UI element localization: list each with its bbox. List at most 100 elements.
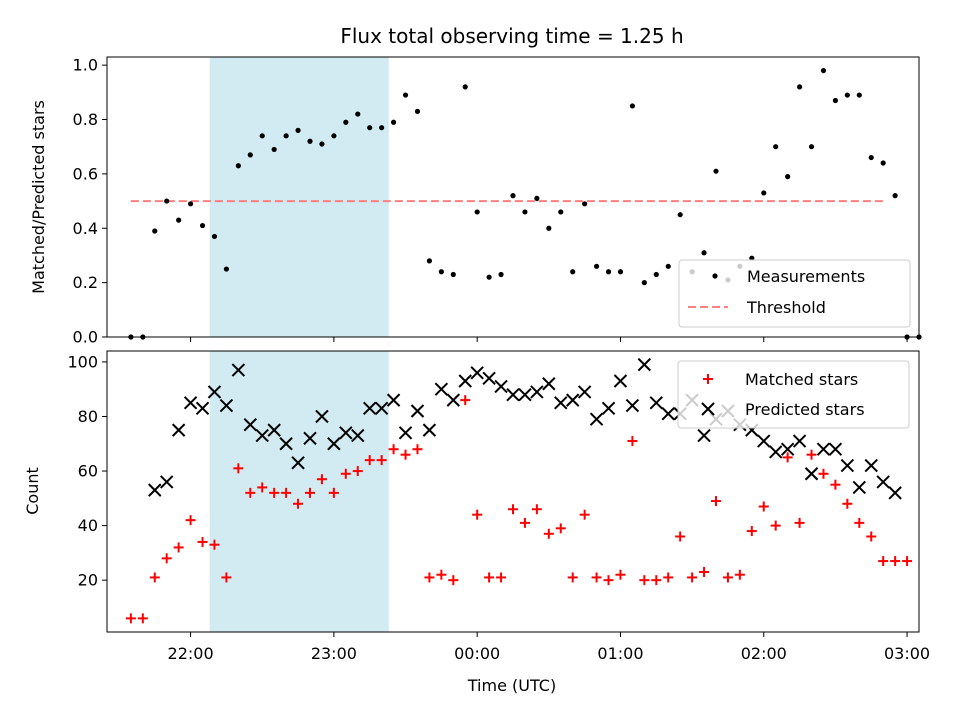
measurement-point-18 (343, 119, 349, 125)
cross-b (446, 393, 461, 407)
matched-star-point-6 (197, 536, 208, 547)
matched-star-point-1 (137, 613, 148, 624)
cross-b (494, 379, 508, 394)
predicted-star-point-33 (542, 377, 556, 391)
matched-star-point-37 (567, 572, 578, 583)
matched-star-point-58 (818, 468, 829, 479)
measurement-point-31 (498, 271, 504, 278)
y-tick-label-1: 0.2 (73, 273, 98, 292)
predicted-star-point-14 (315, 409, 329, 424)
matched-star-point-43 (639, 575, 650, 586)
measurement-point-64 (892, 193, 898, 199)
predicted-star-point-52 (768, 445, 783, 459)
cross-b (518, 387, 532, 402)
matched-star-point-18 (340, 468, 351, 479)
predicted-star-point-53 (780, 442, 795, 456)
bottom-legend-matched-marker (703, 374, 713, 384)
matched-star-point-12 (269, 487, 280, 498)
measurement-point-15 (307, 138, 313, 144)
y-tick-label-2: 60 (78, 462, 98, 481)
measurement-point-23 (402, 92, 409, 98)
predicted-star-point-4 (195, 401, 210, 415)
measurement-point-26 (438, 269, 444, 275)
predicted-star-point-24 (434, 382, 449, 396)
matched-star-point-59 (830, 479, 841, 490)
bottom-legend: Matched stars Predicted stars (677, 360, 910, 429)
matched-star-point-27 (448, 575, 459, 586)
chart-title: Flux total observing time = 1.25 h (340, 24, 683, 48)
matched-star-point-35 (543, 528, 554, 539)
measurement-point-27 (450, 271, 456, 278)
matched-star-point-31 (496, 572, 507, 583)
measurement-point-9 (235, 163, 241, 169)
matched-star-point-38 (579, 509, 590, 520)
cross-b (542, 377, 556, 391)
predicted-star-point-0 (148, 483, 162, 497)
x-tick-label-1: 23:00 (311, 644, 357, 663)
measurement-point-40 (605, 269, 612, 275)
cross-b (398, 426, 413, 440)
matched-star-point-3 (161, 553, 172, 564)
y-tick-label-5: 1.0 (73, 56, 98, 75)
matched-star-point-57 (806, 449, 817, 460)
predicted-star-point-21 (398, 426, 413, 440)
measurement-point-36 (558, 209, 564, 215)
cross-b (530, 385, 544, 399)
matched-star-point-63 (878, 556, 889, 567)
measurement-point-13 (283, 133, 289, 139)
matched-star-point-19 (352, 466, 363, 477)
y-tick-label-3: 80 (78, 407, 98, 426)
cross-b (267, 423, 281, 437)
predicted-star-point-11 (279, 437, 293, 451)
predicted-star-point-17 (351, 428, 365, 443)
cross-b (757, 434, 771, 448)
matched-star-point-51 (734, 569, 745, 580)
top-panel: 0.0 0.2 0.4 0.6 0.8 1.0 Matched/Predicted sta… (29, 56, 922, 347)
matched-star-point-26 (436, 569, 447, 580)
matched-star-point-11 (257, 482, 268, 493)
top-legend-measurements-marker (712, 273, 718, 279)
matched-star-point-20 (364, 455, 375, 466)
matched-star-point-16 (316, 474, 327, 485)
cross-b (804, 467, 819, 481)
cross-b (207, 385, 222, 399)
measurement-point-60 (844, 92, 850, 98)
matched-star-point-14 (293, 498, 304, 509)
cross-b (410, 404, 425, 418)
predicted-star-point-43 (661, 407, 675, 421)
top-legend-threshold-label: Threshold (746, 298, 826, 317)
x-tick-label-2: 00:00 (454, 644, 500, 663)
measurement-point-44 (653, 271, 659, 278)
matched-star-point-47 (687, 572, 698, 583)
matched-star-point-9 (233, 463, 244, 474)
x-tick-label-0: 22:00 (168, 644, 214, 663)
matched-star-point-50 (722, 572, 733, 583)
matched-star-point-54 (770, 520, 781, 531)
cross-b (828, 442, 843, 456)
cross-b (339, 426, 353, 440)
cross-b (470, 366, 484, 380)
predicted-star-point-46 (697, 428, 711, 443)
cross-b (888, 486, 902, 500)
predicted-star-point-12 (291, 456, 305, 470)
measurement-point-32 (510, 193, 516, 199)
cross-b (351, 428, 365, 443)
cross-b (601, 401, 616, 415)
cross-b (243, 417, 258, 432)
predicted-star-point-60 (864, 458, 878, 473)
cross-b (876, 475, 890, 489)
predicted-star-point-56 (816, 442, 831, 456)
predicted-star-point-6 (219, 398, 234, 413)
top-x-axis-ticks (190, 337, 908, 342)
matched-star-point-8 (221, 572, 232, 583)
matched-star-point-49 (711, 496, 721, 507)
cross-b (279, 437, 293, 451)
matched-star-point-56 (794, 517, 805, 528)
matched-star-point-30 (484, 572, 495, 583)
predicted-star-point-27 (470, 366, 484, 380)
top-legend-measurements-label: Measurements (747, 267, 865, 286)
cross-b (458, 374, 472, 388)
measurement-point-55 (785, 174, 791, 180)
matched-star-point-25 (424, 572, 435, 583)
cross-b (315, 409, 329, 424)
